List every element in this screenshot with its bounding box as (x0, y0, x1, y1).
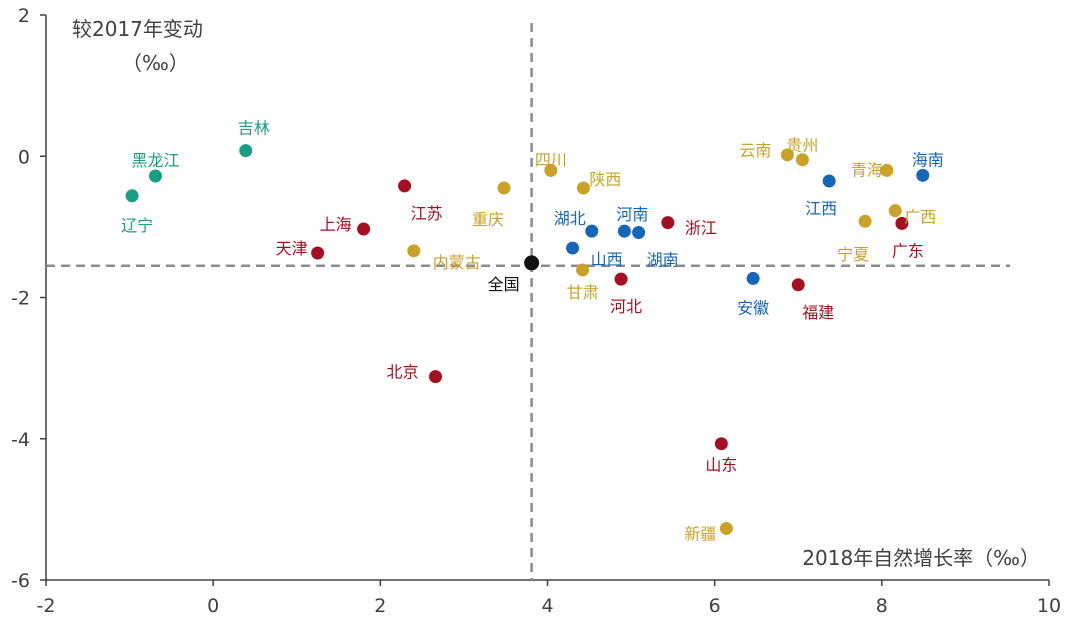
point-河北 (614, 272, 628, 286)
point-label-新疆: 新疆 (684, 524, 716, 543)
point-浙江 (661, 216, 675, 230)
point-label-青海: 青海 (851, 160, 883, 179)
point-label-内蒙古: 内蒙古 (433, 253, 481, 272)
point-label-河北: 河北 (610, 297, 642, 316)
point-江苏 (398, 179, 412, 193)
point-福建 (791, 278, 805, 292)
point-label-浙江: 浙江 (685, 219, 717, 238)
point-全国 (524, 255, 540, 271)
point-海南 (916, 168, 930, 182)
point-label-辽宁: 辽宁 (121, 216, 153, 235)
x-tick-label: 6 (709, 595, 721, 617)
y-tick-label: 2 (18, 5, 30, 27)
y-tick-label: -2 (11, 288, 30, 310)
point-新疆 (719, 521, 733, 535)
point-湖北 (585, 224, 599, 238)
point-label-山西: 山西 (591, 250, 623, 269)
point-北京 (428, 370, 442, 384)
point-label-吉林: 吉林 (238, 119, 270, 138)
y-tick-label: 0 (18, 146, 30, 168)
point-label-湖南: 湖南 (647, 251, 679, 270)
point-四川 (544, 163, 558, 177)
point-label-贵州: 贵州 (786, 136, 818, 155)
point-重庆 (497, 181, 511, 195)
point-黑龙江 (148, 169, 162, 183)
y-axis-title: 较2017年变动 (72, 17, 203, 41)
point-label-甘肃: 甘肃 (567, 283, 599, 302)
point-吉林 (239, 144, 253, 158)
point-label-海南: 海南 (912, 150, 944, 169)
point-label-上海: 上海 (320, 215, 352, 234)
point-天津 (311, 246, 325, 260)
point-贵州 (795, 153, 809, 167)
y-axis-unit: （‰） (122, 51, 189, 75)
point-label-广西: 广西 (904, 208, 936, 227)
point-辽宁 (125, 189, 139, 203)
point-山西 (566, 241, 580, 255)
point-湖南 (632, 226, 646, 240)
x-tick-label: 4 (541, 595, 553, 617)
point-云南 (780, 148, 794, 162)
point-label-云南: 云南 (739, 141, 771, 160)
axes: -2 0 2 4 6 8 10 -6 -4 -2 0 2 (11, 5, 1061, 617)
x-tick-label: 2 (374, 595, 386, 617)
x-tick-label: 8 (876, 595, 888, 617)
point-宁夏 (858, 214, 872, 228)
y-tick-label: -4 (11, 429, 30, 451)
point-label-黑龙江: 黑龙江 (131, 151, 179, 170)
point-label-重庆: 重庆 (472, 210, 504, 229)
point-label-江苏: 江苏 (411, 204, 443, 223)
point-广东 (895, 216, 909, 230)
point-广西 (888, 204, 902, 218)
point-label-山东: 山东 (705, 456, 737, 475)
data-points (125, 144, 930, 535)
y-tick-label: -6 (11, 570, 30, 592)
x-tick-label: 0 (207, 595, 219, 617)
point-上海 (357, 222, 371, 236)
point-陕西 (576, 181, 590, 195)
x-tick-label: -2 (37, 595, 56, 617)
x-tick-label: 10 (1037, 595, 1061, 617)
point-label-福建: 福建 (802, 303, 834, 322)
point-label-北京: 北京 (386, 363, 418, 382)
point-山东 (714, 437, 728, 451)
point-label-全国: 全国 (488, 275, 520, 294)
point-青海 (880, 163, 894, 177)
point-江西 (822, 174, 836, 188)
point-label-陕西: 陕西 (589, 170, 621, 189)
point-内蒙古 (407, 244, 421, 258)
x-axis-title: 2018年自然增长率（‰） (802, 546, 1040, 570)
point-安徽 (746, 271, 760, 285)
point-label-河南: 河南 (616, 205, 648, 224)
point-label-宁夏: 宁夏 (837, 245, 869, 264)
point-label-天津: 天津 (276, 239, 308, 258)
point-甘肃 (576, 263, 590, 277)
point-label-湖北: 湖北 (554, 209, 586, 228)
point-label-安徽: 安徽 (737, 298, 769, 317)
point-河南 (617, 224, 631, 238)
reference-lines (46, 23, 1010, 580)
point-label-四川: 四川 (535, 150, 567, 169)
point-label-广东: 广东 (892, 241, 924, 260)
point-label-江西: 江西 (805, 199, 837, 218)
